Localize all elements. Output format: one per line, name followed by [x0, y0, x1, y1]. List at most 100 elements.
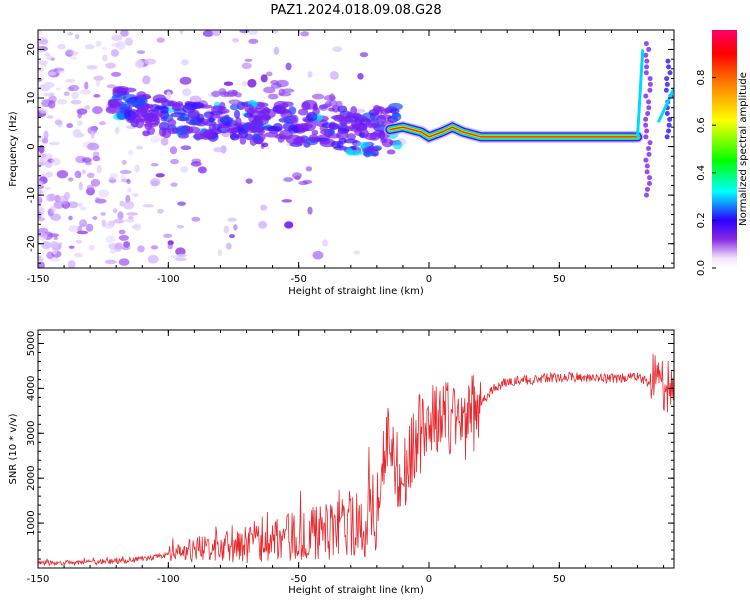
spectrum-band-blob [209, 114, 221, 119]
spectrum-edge-blob [643, 157, 649, 163]
spectrum-band-blob [367, 122, 381, 128]
spectrum-speckle [121, 159, 127, 165]
spectrum-speckle [66, 123, 74, 129]
spectrum-speckle [353, 250, 361, 255]
spectrum-speckle [55, 87, 62, 91]
spectrum-band-blob [226, 127, 239, 134]
spectrum-edge-blob [647, 87, 653, 93]
spectrum-band-blob [337, 105, 348, 113]
spectrum-band-blob [188, 121, 200, 126]
spectrum-speckle [197, 166, 207, 174]
spectrogram-ticks: -150 -100 -50 0 50 20 10 0 -10 -20 [26, 29, 674, 285]
spectrum-band-blob [346, 133, 356, 141]
spectrum-speckle [163, 233, 173, 239]
colorbar-tick-label: 0.2 [696, 212, 707, 228]
spectrum-band-blob [350, 120, 362, 129]
spectrum-speckle [81, 169, 86, 175]
spectrum-speckle [65, 78, 76, 83]
spectrum-band-blob [113, 85, 129, 93]
spectrum-band-blob [247, 121, 255, 130]
spectrum-speckle [307, 206, 313, 215]
spectrum-speckle [357, 72, 364, 80]
spectrum-edge-blob [647, 140, 653, 146]
spectrum-speckle [102, 54, 108, 62]
spectrum-speckle [98, 189, 110, 198]
spectrum-speckle [48, 141, 60, 146]
spectrum-speckle [260, 74, 268, 83]
spectrum-lobe [335, 100, 343, 108]
spectrum-band-blob [347, 149, 363, 156]
spectrum-band-blob [297, 123, 313, 130]
spectrum-speckle [41, 138, 49, 144]
spectrum-lobe [231, 89, 239, 95]
spectrum-speckle [244, 58, 253, 62]
spectrum-speckle [76, 230, 89, 235]
spectrum-speckle [181, 59, 189, 66]
spectrum-band-blob [208, 117, 215, 123]
spectrum-edge-blob [647, 175, 653, 181]
spectrum-speckle [100, 212, 107, 216]
spectrum-speckle [38, 153, 47, 158]
spectrum-band-blob [338, 117, 354, 125]
spectrum-speckle [241, 62, 252, 70]
spectrum-speckle [76, 120, 83, 126]
spectrum-speckle [109, 248, 117, 254]
spectrum-band-blob [143, 114, 153, 123]
spectrum-speckle [38, 30, 43, 35]
spectrum-speckle [273, 46, 280, 55]
spectrum-speckle [111, 34, 123, 41]
snr-ticks: -150 -100 -50 0 50 1000 2000 3000 4000 5000 [26, 330, 674, 585]
spectrum-band-blob [111, 94, 127, 101]
spectrum-speckle [137, 245, 145, 253]
spectrum-speckle [156, 37, 165, 43]
spectrum-edge-blob [643, 134, 649, 140]
spectrum-edge-ridge [656, 87, 674, 123]
spectrum-speckle [150, 135, 161, 144]
spectrum-speckle [260, 204, 268, 211]
spectrum-speckle [114, 243, 123, 252]
spectrum-band-blob [158, 126, 167, 137]
spectrogram-xtick-label: 0 [426, 274, 432, 285]
spectrum-speckle [150, 162, 159, 167]
spectrum-speckle [90, 130, 95, 139]
spectrum-speckle [223, 225, 230, 234]
spectrum-edge-blob [667, 70, 673, 76]
spectrum-band-blob [290, 114, 299, 125]
spectrum-band-blob [184, 126, 201, 134]
spectrum-band-blob [257, 115, 269, 126]
spectrum-speckle [92, 216, 98, 220]
spectrum-speckle [84, 81, 89, 90]
spectrum-band-blob [221, 118, 228, 124]
spectrum-band-blob [319, 138, 331, 145]
spectrum-edge-blob [667, 116, 673, 122]
spectrum-speckle [87, 142, 100, 151]
spectrum-speckle [38, 227, 49, 233]
colorbar-label: Normalized spectral amplitude [738, 72, 749, 226]
spectrum-band-blob [372, 104, 381, 114]
spectrum-lobe [318, 104, 329, 111]
spectrum-speckle [45, 171, 53, 178]
spectrum-band-blob [243, 112, 253, 118]
spectrum-speckle [150, 245, 159, 250]
spectrum-speckle [123, 200, 135, 210]
spectrum-speckle [49, 258, 61, 262]
spectrum-speckle [117, 211, 124, 220]
spectrum-speckle [170, 182, 178, 187]
spectrum-speckle [248, 30, 259, 35]
spectrum-band-blob [152, 94, 167, 104]
spectrum-speckle [68, 215, 73, 221]
spectrum-speckle [118, 258, 130, 266]
colorbar-gradient [712, 30, 737, 268]
spectrum-speckle [68, 245, 75, 249]
spectrum-speckle [105, 235, 116, 244]
spectrum-edge-blob [647, 76, 653, 82]
spectrum-band-blob [343, 138, 358, 144]
snr-ytick-label: 3000 [26, 421, 37, 446]
spectrum-speckle [225, 242, 232, 250]
spectrum-speckle [150, 180, 159, 186]
spectrum-speckle [202, 30, 214, 37]
spectrum-lobe [267, 93, 279, 100]
spectrogram-xtick-label: -100 [157, 274, 180, 285]
spectrum-speckle [50, 57, 55, 61]
spectrum-speckle [40, 39, 49, 45]
